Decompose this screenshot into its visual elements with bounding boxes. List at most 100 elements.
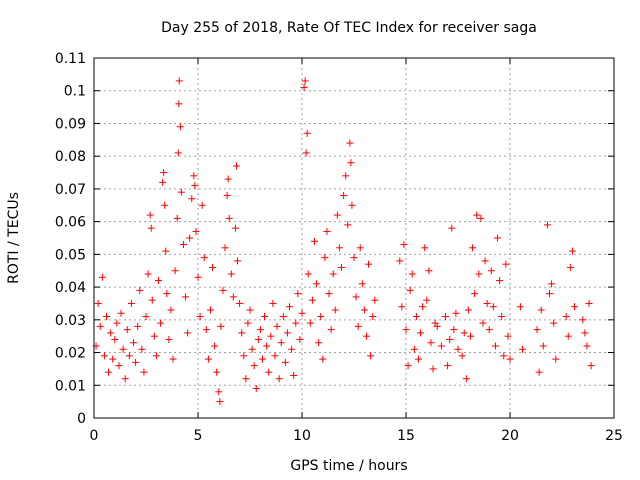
data-point — [162, 247, 170, 255]
data-point — [144, 270, 152, 278]
data-point — [186, 234, 194, 242]
data-point — [494, 234, 502, 242]
data-point — [583, 342, 591, 350]
data-point — [481, 257, 489, 265]
data-point — [496, 277, 504, 285]
data-point — [254, 335, 262, 343]
data-point — [281, 358, 289, 366]
data-point — [292, 319, 300, 327]
data-point — [175, 100, 183, 108]
data-point — [579, 316, 587, 324]
data-point — [115, 362, 123, 370]
data-point — [165, 335, 173, 343]
y-tick-label: 0.09 — [55, 116, 86, 132]
data-point — [240, 352, 248, 360]
data-point — [570, 303, 578, 311]
data-point — [360, 306, 368, 314]
x-tick-label: 15 — [397, 428, 415, 444]
data-point — [94, 299, 102, 307]
data-point — [192, 227, 200, 235]
data-point — [200, 254, 208, 262]
data-point — [283, 329, 291, 337]
data-point — [113, 319, 121, 327]
data-point — [365, 260, 373, 268]
data-point — [224, 175, 232, 183]
data-point — [182, 293, 190, 301]
data-point — [221, 244, 229, 252]
data-point — [437, 342, 445, 350]
data-point — [317, 313, 325, 321]
chart-title: Day 255 of 2018, Rate Of TEC Index for r… — [161, 20, 537, 36]
data-point — [410, 345, 418, 353]
data-point — [323, 227, 331, 235]
data-point — [121, 375, 129, 383]
data-point — [175, 77, 183, 85]
data-point — [367, 352, 375, 360]
data-point — [302, 149, 310, 157]
data-point — [217, 322, 225, 330]
data-point — [350, 254, 358, 262]
data-point — [179, 241, 187, 249]
data-point — [177, 188, 185, 196]
data-point — [204, 355, 212, 363]
data-point — [298, 309, 306, 317]
data-points — [92, 77, 595, 406]
data-point — [174, 149, 182, 157]
data-point — [167, 306, 175, 314]
data-point — [146, 211, 154, 219]
data-point — [504, 332, 512, 340]
data-point — [125, 352, 133, 360]
x-tick-label: 20 — [501, 428, 519, 444]
data-point — [321, 254, 329, 262]
data-point — [161, 201, 169, 209]
x-tick-label: 10 — [293, 428, 311, 444]
data-point — [117, 309, 125, 317]
plot-frame — [93, 57, 615, 419]
data-point — [585, 299, 593, 307]
data-point — [417, 329, 425, 337]
data-point — [408, 270, 416, 278]
data-point — [564, 332, 572, 340]
data-point — [176, 123, 184, 131]
data-point — [198, 201, 206, 209]
data-point — [469, 244, 477, 252]
data-point — [157, 319, 165, 327]
data-point — [550, 319, 558, 327]
data-point — [304, 270, 312, 278]
data-point — [119, 345, 127, 353]
x-tick-label: 0 — [90, 428, 99, 444]
data-point — [308, 296, 316, 304]
data-point — [140, 368, 148, 376]
data-point — [96, 322, 104, 330]
data-point — [98, 273, 106, 281]
data-point — [475, 270, 483, 278]
data-point — [446, 335, 454, 343]
data-point — [242, 375, 250, 383]
data-point — [319, 355, 327, 363]
data-point — [458, 352, 466, 360]
data-point — [329, 270, 337, 278]
data-point — [454, 345, 462, 353]
data-point — [421, 244, 429, 252]
data-point — [223, 191, 231, 199]
data-point — [581, 329, 589, 337]
y-tick-label: 0 — [77, 411, 86, 427]
data-point — [354, 322, 362, 330]
data-point — [427, 339, 435, 347]
data-point — [310, 237, 318, 245]
data-point — [286, 303, 294, 311]
data-point — [396, 257, 404, 265]
data-point — [347, 159, 355, 167]
data-point — [102, 313, 110, 321]
data-point — [188, 195, 196, 203]
data-point — [398, 303, 406, 311]
data-point — [537, 306, 545, 314]
data-point — [142, 313, 150, 321]
data-point — [402, 326, 410, 334]
y-tick-label: 0.02 — [55, 346, 86, 362]
data-point — [216, 398, 224, 406]
data-point — [209, 263, 217, 271]
data-point — [342, 172, 350, 180]
data-point — [159, 178, 167, 186]
